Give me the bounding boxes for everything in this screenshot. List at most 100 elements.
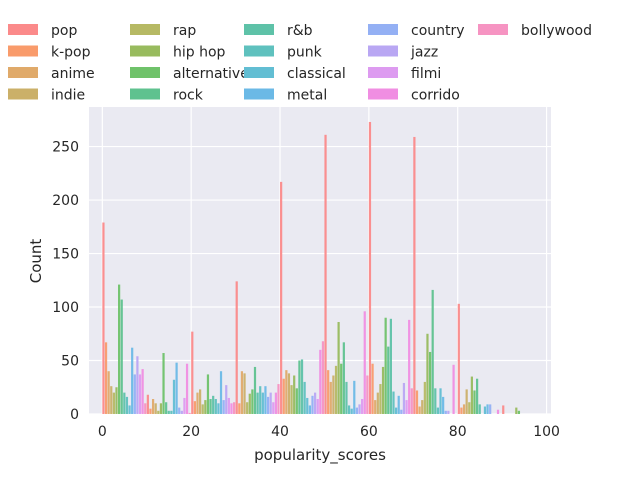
bar-punk bbox=[170, 410, 173, 414]
bar-classical bbox=[261, 392, 264, 414]
legend-label: pop bbox=[51, 23, 77, 39]
bar-k-pop bbox=[371, 363, 374, 414]
bar-alternative bbox=[517, 410, 521, 414]
bar-r-b bbox=[478, 404, 481, 414]
legend-swatch bbox=[244, 45, 274, 57]
legend-label: classical bbox=[287, 66, 346, 82]
bar-alternative bbox=[340, 363, 343, 414]
x-tick-label: 40 bbox=[271, 424, 289, 440]
legend-swatch bbox=[130, 24, 160, 35]
legend-item: r&b bbox=[244, 23, 313, 39]
legend: pop k-pop anime indie rap hip hop alternative r… bbox=[8, 23, 592, 104]
bar-r-b bbox=[434, 388, 437, 414]
bar-hip-hop bbox=[293, 375, 296, 414]
bar-punk bbox=[347, 405, 351, 414]
bar-classical bbox=[439, 388, 442, 414]
bar-indie bbox=[465, 389, 468, 414]
legend-swatch bbox=[130, 88, 160, 100]
bar-indie bbox=[199, 389, 202, 414]
bar-r-b bbox=[123, 392, 126, 414]
bar-corrido bbox=[141, 369, 144, 414]
bar-hip-hop bbox=[515, 407, 518, 414]
bar-anime bbox=[151, 399, 155, 414]
bar-pop bbox=[368, 121, 372, 414]
bar-rap bbox=[157, 410, 160, 414]
bar-bollywood bbox=[410, 388, 413, 414]
bar-corrido bbox=[452, 364, 455, 414]
bar-r-b bbox=[300, 359, 304, 414]
bar-corrido bbox=[363, 311, 366, 414]
legend-swatch bbox=[244, 67, 274, 78]
bar-anime bbox=[107, 371, 110, 414]
bar-country bbox=[311, 395, 314, 414]
bar-corrido bbox=[408, 319, 411, 414]
bar-metal bbox=[442, 396, 445, 414]
legend-item: anime bbox=[8, 66, 95, 82]
bar-pop bbox=[146, 394, 149, 414]
bar-filmi bbox=[272, 402, 275, 414]
bar-rock bbox=[120, 299, 123, 414]
x-tick-label: 20 bbox=[182, 424, 200, 440]
legend-item: classical bbox=[244, 66, 346, 82]
legend-item: corrido bbox=[368, 88, 460, 104]
bar-hip-hop bbox=[426, 333, 429, 414]
bar-indie bbox=[243, 373, 246, 414]
legend-item: hip hop bbox=[130, 45, 226, 61]
legend-label: anime bbox=[51, 66, 95, 82]
bar-r-b bbox=[256, 392, 259, 414]
bar-anime bbox=[240, 371, 244, 414]
bar-rap bbox=[290, 385, 293, 414]
legend-swatch bbox=[8, 24, 38, 35]
legend-swatch bbox=[244, 24, 274, 35]
bar-pop bbox=[235, 281, 238, 414]
bar-bollywood bbox=[144, 403, 147, 414]
bar-punk bbox=[303, 381, 306, 414]
bar-rap bbox=[201, 404, 204, 414]
y-tick-label: 150 bbox=[52, 247, 79, 263]
bar-filmi bbox=[227, 397, 230, 414]
bar-indie bbox=[376, 392, 379, 414]
bar-alternative bbox=[251, 389, 254, 414]
bar-alternative bbox=[162, 353, 165, 414]
bars bbox=[102, 121, 521, 415]
bar-rock bbox=[298, 360, 301, 414]
legend-label: punk bbox=[287, 45, 323, 61]
legend-swatch bbox=[368, 88, 398, 100]
legend-label: r&b bbox=[287, 23, 313, 39]
bar-classical bbox=[350, 408, 353, 414]
legend-swatch bbox=[368, 67, 398, 78]
bar-indie bbox=[332, 375, 335, 414]
x-tick-label: 60 bbox=[360, 424, 378, 440]
legend-swatch bbox=[8, 67, 38, 78]
bar-hip-hop bbox=[381, 366, 385, 414]
bar-rock bbox=[253, 366, 257, 414]
bar-filmi bbox=[361, 399, 364, 414]
bar-metal bbox=[219, 371, 223, 414]
bar-rock bbox=[165, 402, 168, 414]
bar-rock bbox=[387, 346, 390, 414]
bar-alternative bbox=[384, 317, 387, 414]
bar-rap bbox=[112, 392, 115, 414]
legend-swatch bbox=[368, 45, 398, 57]
bar-classical bbox=[306, 397, 309, 414]
bar-jazz bbox=[269, 392, 272, 414]
bar-jazz bbox=[180, 410, 183, 414]
bar-country bbox=[222, 400, 225, 414]
y-tick-label: 250 bbox=[52, 140, 79, 156]
bar-corrido bbox=[185, 363, 189, 414]
legend-label: country bbox=[411, 23, 465, 39]
bar-country bbox=[178, 407, 181, 414]
bar-filmi bbox=[405, 400, 408, 414]
bar-bollywood bbox=[188, 412, 191, 414]
bar-corrido bbox=[319, 349, 322, 414]
y-axis-label: Count bbox=[27, 239, 45, 284]
bar-country bbox=[355, 407, 359, 414]
bar-indie bbox=[287, 373, 291, 414]
legend-item: country bbox=[368, 23, 465, 39]
legend-swatch bbox=[368, 24, 398, 35]
legend-label: metal bbox=[287, 88, 327, 104]
legend-item: rock bbox=[130, 88, 204, 104]
bar-filmi bbox=[316, 399, 319, 414]
legend-label: corrido bbox=[411, 88, 460, 104]
legend-item: metal bbox=[244, 88, 327, 104]
